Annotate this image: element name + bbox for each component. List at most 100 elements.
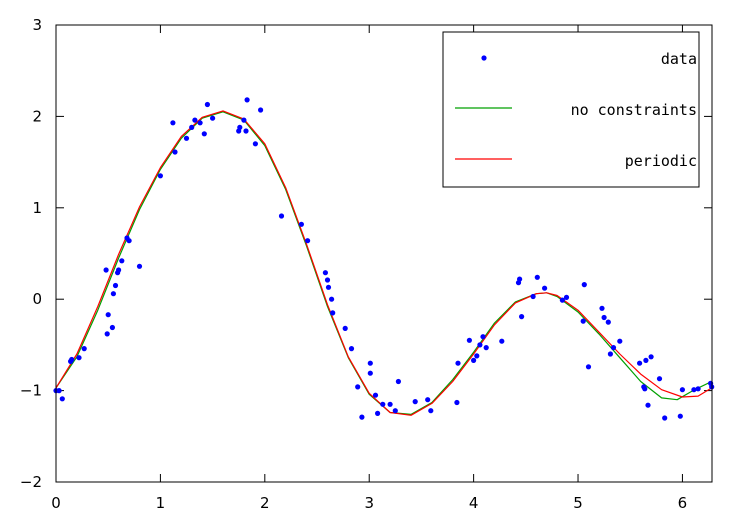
data-point <box>483 345 489 351</box>
data-point <box>367 360 373 366</box>
data-point <box>355 384 361 390</box>
data-point <box>425 397 431 403</box>
data-point <box>530 293 536 300</box>
data-point <box>110 291 116 297</box>
data-point <box>519 314 525 320</box>
data-point <box>258 107 264 113</box>
data-point <box>534 274 540 280</box>
x-tick-label: 1 <box>156 494 166 512</box>
data-point <box>244 97 250 103</box>
data-point <box>380 401 386 407</box>
data-point <box>642 386 648 392</box>
series-line-periodic <box>55 110 713 416</box>
data-point <box>189 124 195 130</box>
data-point <box>610 345 617 351</box>
data-point <box>103 267 109 273</box>
y-tick-label: 1 <box>32 199 42 217</box>
data-point <box>691 387 697 393</box>
legend-label: periodic <box>625 152 697 170</box>
plot-frame <box>55 24 713 483</box>
data-point <box>119 258 125 264</box>
data-point <box>204 101 210 108</box>
data-point <box>372 392 379 398</box>
data-point <box>172 149 178 155</box>
data-point <box>325 284 332 290</box>
data-point <box>126 238 132 244</box>
data-point <box>81 346 87 352</box>
data-point <box>471 357 477 363</box>
data-point <box>645 402 651 408</box>
data-point <box>466 337 472 343</box>
data-point <box>637 360 643 366</box>
data-point <box>298 221 304 227</box>
data-point <box>617 338 623 344</box>
data-point <box>278 213 285 219</box>
x-tick-label: 3 <box>364 494 374 512</box>
data-point <box>170 120 176 126</box>
legend: data no constraints periodic <box>442 31 700 188</box>
data-point <box>648 354 654 360</box>
data-point <box>324 277 331 283</box>
data-point <box>252 141 258 147</box>
data-point <box>474 353 480 359</box>
data-point <box>243 128 249 134</box>
data-point <box>183 135 190 141</box>
data-point <box>237 124 243 130</box>
data-point <box>305 238 311 244</box>
data-point <box>157 173 163 179</box>
ticks-layer: 0 1 2 3 4 5 6 −2 −1 0 1 2 3 <box>20 16 712 512</box>
data-point <box>695 386 701 392</box>
data-point <box>56 388 62 394</box>
data-point <box>599 305 605 311</box>
data-point <box>329 296 335 302</box>
data-point <box>607 351 614 357</box>
legend-label: no constraints <box>571 101 697 119</box>
y-tick-label: −2 <box>20 473 42 491</box>
data-point <box>581 282 587 288</box>
data-point <box>201 131 207 137</box>
data-point <box>395 378 401 385</box>
data-point <box>105 312 111 318</box>
data-point <box>375 410 381 416</box>
data-point <box>412 399 418 405</box>
data-point <box>210 115 216 121</box>
data-point <box>367 370 373 376</box>
y-tick-label: −1 <box>20 382 42 400</box>
data-point <box>517 276 523 282</box>
data-point <box>585 364 592 370</box>
x-tick-label: 4 <box>469 494 479 512</box>
data-point <box>104 331 110 337</box>
data-point <box>192 117 198 123</box>
data-point <box>677 413 683 419</box>
y-tick-label: 2 <box>32 107 42 125</box>
data-point <box>454 399 460 406</box>
data-point <box>348 346 355 352</box>
data-point <box>359 414 365 420</box>
data-point <box>330 310 336 316</box>
data-point <box>580 318 586 324</box>
data-point <box>559 297 566 303</box>
data-point <box>643 357 649 363</box>
y-tick-label: 0 <box>32 290 42 308</box>
data-point <box>59 396 65 402</box>
data-point <box>109 324 115 331</box>
data-point <box>116 267 122 273</box>
data-point <box>477 342 483 348</box>
legend-marker-dot <box>481 55 487 61</box>
x-tick-label: 5 <box>573 494 583 512</box>
data-point <box>563 294 570 300</box>
data-point <box>480 334 486 340</box>
y-tick-label: 3 <box>32 16 42 34</box>
data-point <box>679 387 686 393</box>
data-point <box>499 338 505 344</box>
data-point <box>605 319 611 325</box>
data-point <box>455 360 461 366</box>
data-point <box>662 415 668 421</box>
data-point <box>428 408 434 414</box>
data-point <box>656 376 663 382</box>
data-point <box>241 117 247 123</box>
data-point <box>392 408 398 414</box>
data-point <box>542 285 548 291</box>
data-point <box>76 355 82 361</box>
